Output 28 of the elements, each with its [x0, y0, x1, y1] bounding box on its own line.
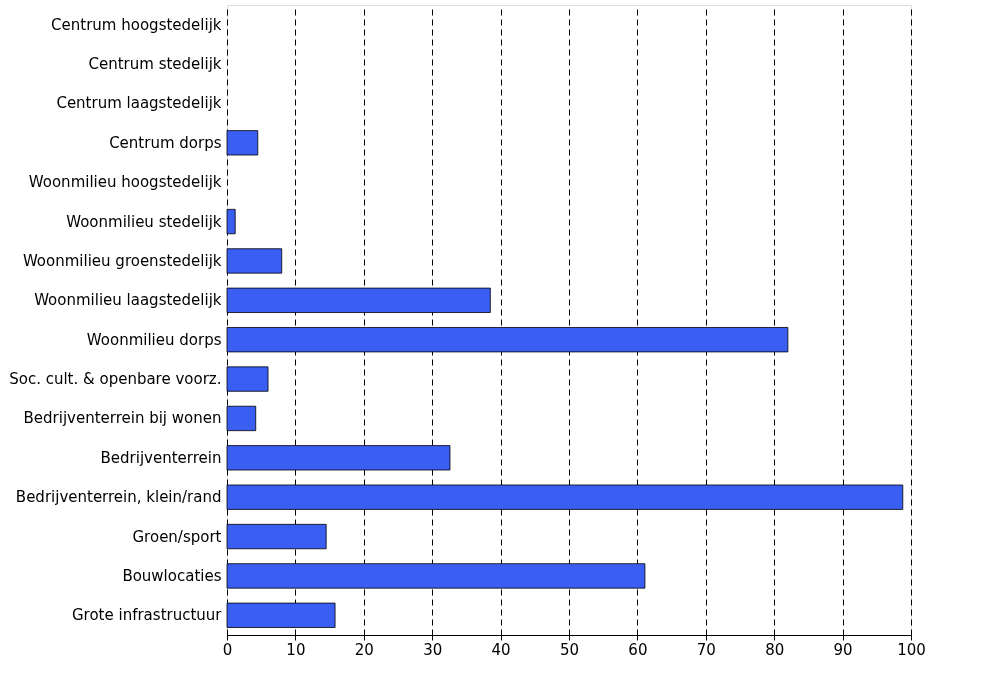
y-tick-label: Centrum hoogstedelijk: [51, 15, 222, 34]
x-tick-label: 10: [286, 640, 306, 659]
x-tick-label: 20: [354, 640, 374, 659]
y-tick-label: Bedrijventerrein, klein/rand: [15, 488, 222, 507]
y-tick-label: Groen/sport: [132, 527, 222, 546]
y-tick-label: Woonmilieu hoogstedelijk: [28, 173, 222, 192]
y-tick-label: Centrum laagstedelijk: [56, 94, 222, 113]
y-tick-label: Woonmilieu dorps: [86, 330, 222, 349]
x-tick-label: 30: [423, 640, 443, 659]
bar: [226, 130, 259, 156]
y-tick-label: Woonmilieu stedelijk: [66, 212, 222, 231]
y-tick-label: Bedrijventerrein bij wonen: [23, 409, 222, 428]
x-tick-label: 0: [222, 640, 233, 659]
x-tick-label: 90: [833, 640, 853, 659]
x-tick-label: 70: [696, 640, 716, 659]
y-tick-label: Bedrijventerrein: [100, 448, 222, 467]
x-tick-label: 40: [491, 640, 511, 659]
x-tick-label: 100: [897, 640, 926, 659]
y-tick-label: Woonmilieu laagstedelijk: [34, 291, 222, 310]
y-tick-label: Grote infrastructuur: [71, 606, 223, 625]
x-tick-label: 80: [765, 640, 785, 659]
y-tick-label: Centrum stedelijk: [88, 55, 222, 74]
x-tick-label: 50: [559, 640, 580, 659]
x-tick-label: 60: [628, 640, 648, 659]
y-tick-label: Woonmilieu groenstedelijk: [22, 251, 222, 270]
y-tick-label: Centrum dorps: [109, 133, 222, 152]
y-tick-label: Soc. cult. & openbare voorz.: [9, 370, 222, 389]
y-tick-label: Bouwlocaties: [122, 566, 222, 585]
